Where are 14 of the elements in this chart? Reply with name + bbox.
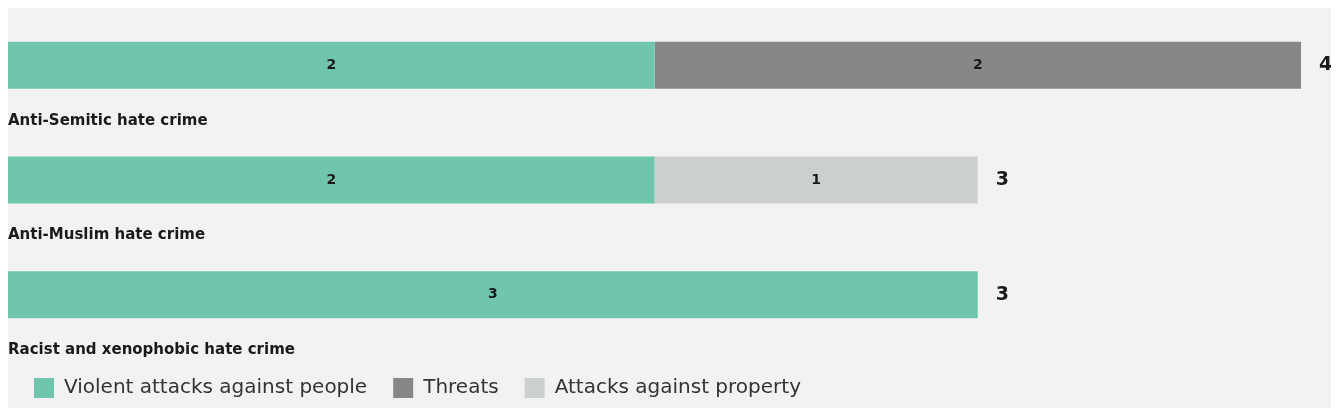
total-label: 4	[1319, 52, 1333, 75]
data-label: 2	[972, 55, 983, 72]
y-tick-label: Anti-Semitic hate crime	[8, 110, 208, 129]
data-label: 2	[326, 170, 337, 187]
total-label: 3	[995, 166, 1009, 189]
legend-label: Violent attacks against people	[64, 374, 368, 399]
data-label: 3	[488, 285, 498, 302]
legend-label: Threats	[422, 374, 499, 399]
data-label: 1	[811, 170, 821, 187]
legend-label: Attacks against property	[554, 374, 802, 399]
total-label: 3	[995, 281, 1009, 304]
data-label: 2	[326, 55, 337, 72]
y-tick-label: Anti-Muslim hate crime	[8, 225, 206, 244]
y-tick-label: Racist and xenophobic hate crime	[8, 340, 295, 359]
